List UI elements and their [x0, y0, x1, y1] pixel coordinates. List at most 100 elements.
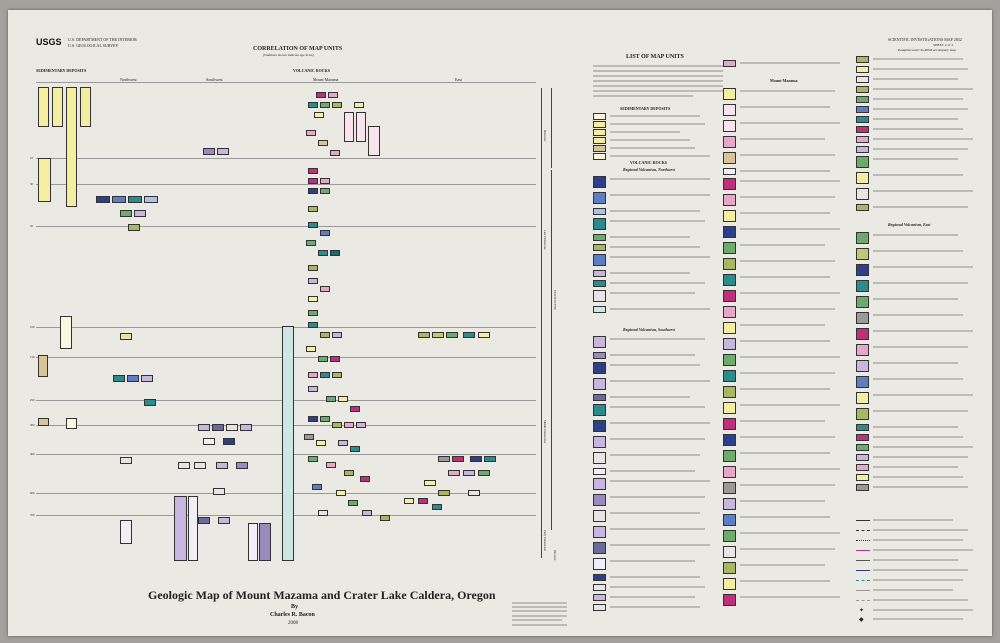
unit-box-east [432, 332, 444, 338]
legend-text [610, 364, 700, 366]
legend-text [873, 108, 968, 110]
unit-box-mazama [308, 296, 318, 302]
legend-text [873, 378, 963, 380]
unit-box-east [478, 470, 490, 476]
unit-box-mazama [308, 278, 318, 284]
legend-swatch [593, 352, 606, 359]
unit-box-east [478, 332, 490, 338]
unit-box-east [438, 456, 450, 462]
legend-swatch [723, 242, 736, 254]
legend-swatch [593, 604, 606, 611]
unit-box-sedimentary [60, 316, 72, 349]
line-symbol-approx [856, 530, 870, 531]
legend-swatch [723, 152, 736, 164]
legend-swatch [856, 360, 869, 372]
legend-swatch [593, 290, 606, 302]
age-label-600: 600 [30, 491, 35, 495]
unit-box-southwest [212, 424, 224, 431]
legend-text [740, 372, 835, 374]
unit-box-southwest [194, 462, 206, 469]
legend-swatch [593, 270, 606, 277]
legend-text [740, 106, 830, 108]
legend-text [740, 452, 830, 454]
legend-swatch [593, 121, 606, 128]
legend-swatch [593, 254, 606, 266]
legend-text [873, 394, 973, 396]
legend-swatch [723, 136, 736, 148]
unit-box-mazama [320, 416, 330, 422]
legend-text [610, 438, 705, 440]
legend-text [873, 88, 973, 90]
legend-text [740, 122, 840, 124]
unit-box-mazama [330, 356, 340, 362]
epoch-middle-pleistocene: Middle Pleistocene [543, 420, 547, 444]
legend-swatch [593, 306, 606, 313]
legend-swatch [593, 558, 606, 570]
epoch-holocene: Holocene [543, 130, 547, 142]
legend-swatch [856, 146, 869, 153]
legend-swatch [856, 312, 869, 324]
legend-swatch [856, 474, 869, 481]
unit-box-northwest [112, 196, 126, 203]
legend-text [873, 456, 968, 458]
legend-swatch [856, 188, 869, 200]
unit-box-mazama [338, 440, 348, 446]
legend-swatch [856, 76, 869, 83]
legend-swatch [856, 136, 869, 143]
legend-text [740, 244, 825, 246]
unit-box-mazama [308, 188, 318, 194]
legend-text [610, 470, 695, 472]
age-label-300: 300 [30, 423, 35, 427]
unit-box-mazama [380, 515, 390, 521]
list-volc-heading: VOLCANIC ROCKS [630, 160, 667, 165]
list-intro-text [593, 85, 723, 87]
legend-text [610, 115, 700, 117]
legend-text [873, 559, 958, 561]
legend-text [610, 596, 695, 598]
unit-box-mazama [330, 150, 340, 156]
time-line [36, 184, 536, 185]
line-symbol-boundary [856, 590, 870, 591]
legend-swatch [593, 336, 606, 348]
unit-box-sedimentary [80, 87, 91, 127]
legend-swatch [593, 234, 606, 241]
legend-text [873, 206, 968, 208]
line-symbol-caldera [856, 560, 870, 561]
legend-swatch [593, 574, 606, 581]
legend-text [873, 446, 973, 448]
legend-swatch [856, 444, 869, 451]
legend-text [610, 292, 695, 294]
legend-text [610, 422, 710, 424]
author-name: Charles R. Bacon [270, 612, 315, 618]
legend-swatch [723, 578, 736, 590]
legend-swatch [723, 178, 736, 190]
unit-box-northwest [128, 224, 140, 231]
legend-swatch [593, 436, 606, 448]
legend-swatch [723, 482, 736, 494]
unit-box-northwest [120, 520, 132, 544]
age-label-10: 10 [30, 156, 33, 160]
unit-box-mazama [318, 250, 328, 256]
legend-text [873, 529, 968, 531]
legend-swatch [593, 280, 606, 287]
legend-text [740, 228, 840, 230]
list-intro-text [593, 70, 723, 72]
fine-print [512, 610, 567, 612]
line-symbol-contact [856, 520, 870, 521]
list-sw-heading: Regional Volcanism, Southwest [623, 327, 675, 332]
legend-swatch [856, 392, 869, 404]
unit-box-sedimentary [38, 158, 51, 202]
legend-text [740, 356, 840, 358]
unit-box-southwest [248, 523, 258, 561]
unit-box-southwest [203, 148, 215, 155]
legend-swatch [856, 56, 869, 63]
unit-box-northwest [120, 457, 132, 464]
unit-box-sedimentary [66, 418, 77, 429]
legend-text [740, 212, 830, 214]
legend-swatch [856, 296, 869, 308]
list-mazama-heading: Mount Mazama [770, 78, 798, 83]
legend-text [873, 436, 963, 438]
legend-text [873, 330, 973, 332]
legend-text [740, 308, 835, 310]
legend-text [610, 272, 690, 274]
